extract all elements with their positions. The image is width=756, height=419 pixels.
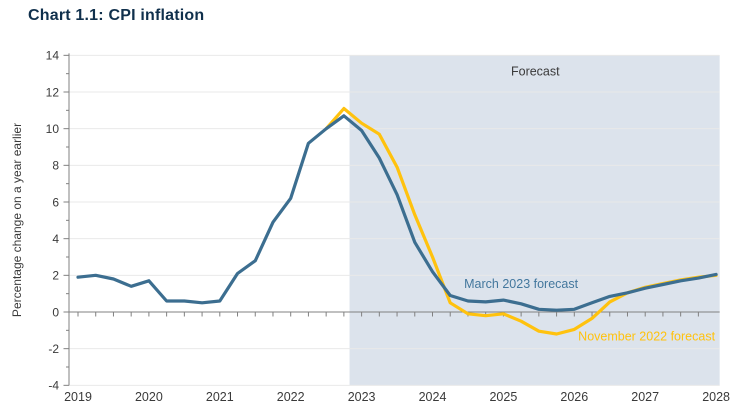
y-tick-label: 10 <box>46 122 60 136</box>
x-tick-label: 2027 <box>631 390 659 404</box>
y-tick-label: -2 <box>48 342 59 356</box>
series-label-november: November 2022 forecast <box>578 329 715 343</box>
y-tick-label: 14 <box>46 49 60 63</box>
x-tick-label: 2021 <box>206 390 234 404</box>
y-axis <box>63 53 70 386</box>
gridlines <box>69 54 720 386</box>
y-tick-label: 2 <box>52 269 59 283</box>
x-tick-label: 2024 <box>419 390 447 404</box>
x-axis <box>69 311 720 317</box>
forecast-label: Forecast <box>511 64 560 78</box>
y-tick-label: 12 <box>46 85 60 99</box>
y-tick-label: 8 <box>52 159 59 173</box>
y-tick-labels: 14 12 10 8 6 4 2 0 -2 -4 <box>46 49 60 393</box>
series-label-march: March 2023 forecast <box>464 277 578 291</box>
chart-title: Chart 1.1: CPI inflation <box>28 7 205 24</box>
x-tick-label: 2022 <box>277 390 305 404</box>
series-march-2023-forecast <box>76 114 718 312</box>
x-tick-labels: 2019 2020 2021 2022 2023 2024 2025 2026 2027 2028 <box>64 390 730 404</box>
y-tick-label: 6 <box>52 195 59 209</box>
y-tick-label: -4 <box>48 379 59 393</box>
x-tick-label: 2028 <box>702 390 730 404</box>
x-tick-label: 2026 <box>560 390 588 404</box>
x-tick-label: 2023 <box>348 390 376 404</box>
x-tick-label: 2020 <box>135 390 163 404</box>
y-tick-label: 0 <box>52 305 59 319</box>
y-axis-title: Percentage change on a year earlier <box>10 123 24 317</box>
y-tick-label: 4 <box>52 232 59 246</box>
x-tick-label: 2025 <box>489 390 517 404</box>
x-tick-label: 2019 <box>64 390 92 404</box>
